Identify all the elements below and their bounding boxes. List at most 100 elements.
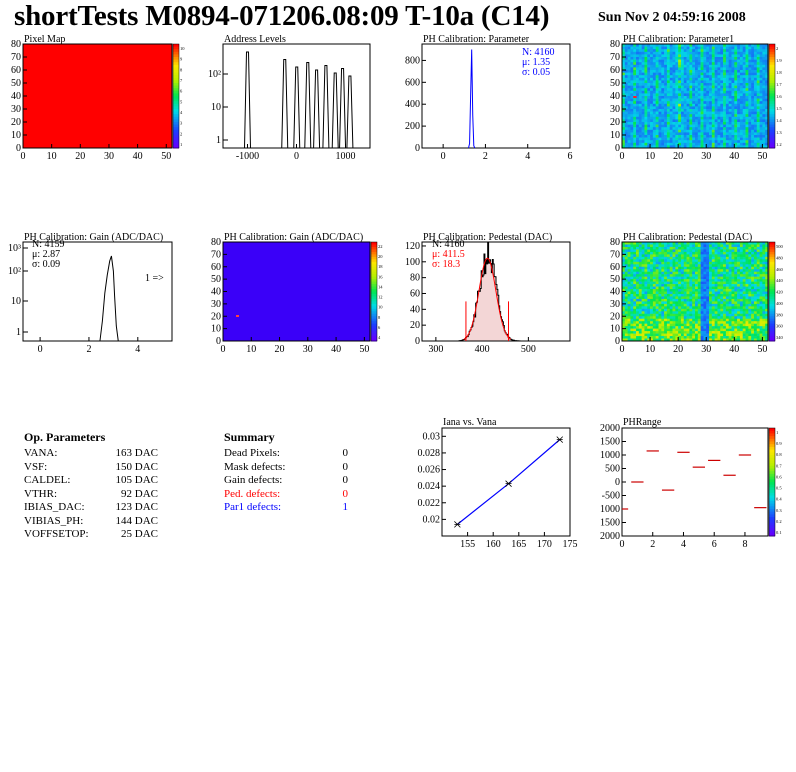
address-peak <box>346 75 354 149</box>
heatmap-cell <box>756 244 760 248</box>
heatmap-cell <box>686 254 690 258</box>
heatmap-cell <box>680 96 685 99</box>
heatmap-cell <box>737 291 741 295</box>
heatmap-cell <box>717 124 721 128</box>
heatmap-cell <box>739 101 744 105</box>
heatmap-cell <box>638 67 642 71</box>
heatmap-cell <box>700 251 704 255</box>
heatmap-cell <box>765 83 769 86</box>
heatmap-cell <box>622 338 626 342</box>
heatmap-cell <box>737 276 741 280</box>
heatmap-cell <box>711 296 715 300</box>
heatmap-cell <box>714 103 718 107</box>
heatmap-cell <box>624 276 628 280</box>
heatmap-cell <box>658 266 662 270</box>
heatmap-cell <box>748 296 752 300</box>
heatmap-cell <box>652 284 656 287</box>
heatmap-cell <box>737 140 741 144</box>
heatmap-cell <box>742 316 746 320</box>
palette-cell <box>371 313 377 317</box>
heatmap-cell <box>759 145 763 149</box>
heatmap-cell <box>700 137 704 141</box>
heatmap-cell <box>723 122 727 125</box>
heatmap-cell <box>627 59 631 63</box>
heatmap-cell <box>661 316 665 320</box>
heatmap-fill <box>23 44 172 148</box>
heatmap-cell <box>756 308 760 312</box>
heatmap-cell <box>739 62 744 66</box>
heatmap-cell <box>666 83 671 86</box>
heatmap-cell <box>664 142 668 146</box>
heatmap-cell <box>759 249 763 253</box>
heatmap-cell <box>666 72 671 76</box>
heatmap-cell <box>759 313 763 317</box>
heatmap-cell <box>624 116 628 120</box>
heatmap-cell <box>695 254 699 258</box>
heatmap-cell <box>661 326 665 329</box>
heatmap-cell <box>644 328 648 332</box>
heatmap-cell <box>661 116 665 120</box>
heatmap-cell <box>622 122 626 125</box>
heatmap-cell <box>751 140 755 144</box>
heatmap-cell <box>666 135 671 138</box>
heatmap-cell <box>725 119 729 123</box>
heatmap-cell <box>630 75 634 79</box>
heatmap-cell <box>658 72 662 76</box>
heatmap-cell <box>658 49 662 53</box>
heatmap-cell <box>624 313 628 317</box>
heatmap-cell <box>636 64 640 68</box>
heatmap-cell <box>652 316 656 320</box>
heatmap-cell <box>624 244 628 248</box>
heatmap-cell <box>669 279 673 282</box>
heatmap-cell <box>734 313 738 317</box>
heatmap-cell <box>762 46 766 50</box>
heatmap-cell <box>636 264 640 268</box>
heatmap-cell <box>644 62 648 66</box>
heatmap-cell <box>725 103 729 107</box>
heatmap-cell <box>630 90 634 94</box>
heatmap-cell <box>636 127 640 131</box>
heatmap-cell <box>720 59 724 63</box>
palette-cell <box>769 75 775 79</box>
heatmap-cell <box>739 111 744 115</box>
heatmap-cell <box>731 266 735 270</box>
heatmap-cell <box>636 70 640 73</box>
heatmap-cell <box>765 129 769 133</box>
heatmap-cell <box>745 90 749 94</box>
y-tick-label: 200 <box>405 121 420 132</box>
heatmap-cell <box>678 116 682 120</box>
heatmap-cell <box>633 298 637 302</box>
heatmap-cell <box>731 75 735 79</box>
heatmap-cell <box>633 326 637 329</box>
heatmap-cell <box>723 281 727 285</box>
heatmap-cell <box>695 301 699 305</box>
heatmap-cell <box>748 46 752 50</box>
heatmap-cell <box>652 142 656 146</box>
palette-cell <box>769 119 775 123</box>
palette-cell <box>173 135 179 139</box>
heatmap-cell <box>742 286 746 290</box>
heatmap-cell <box>739 246 744 250</box>
heatmap-cell <box>647 44 651 47</box>
heatmap-cell <box>672 269 676 272</box>
heatmap-cell <box>706 88 710 92</box>
heatmap-cell <box>709 109 713 112</box>
palette-cell <box>371 323 377 327</box>
heatmap-cell <box>762 64 766 68</box>
heatmap-cell <box>678 145 682 149</box>
heatmap-cell <box>686 281 690 285</box>
palette-tick-label: 1.3 <box>776 130 782 135</box>
heatmap-cell <box>731 64 735 68</box>
palette-tick-label: 0.4 <box>776 497 782 502</box>
heatmap-cell <box>630 316 634 320</box>
heatmap-cell <box>692 303 696 307</box>
heatmap-cell <box>652 321 656 324</box>
heatmap-cell <box>697 119 701 123</box>
heatmap-cell <box>717 90 721 94</box>
heatmap-cell <box>652 101 656 105</box>
heatmap-cell <box>666 313 671 317</box>
heatmap-cell <box>672 46 676 50</box>
heatmap-cell <box>683 142 687 146</box>
heatmap-cell <box>739 59 744 63</box>
heatmap-cell <box>728 284 732 287</box>
